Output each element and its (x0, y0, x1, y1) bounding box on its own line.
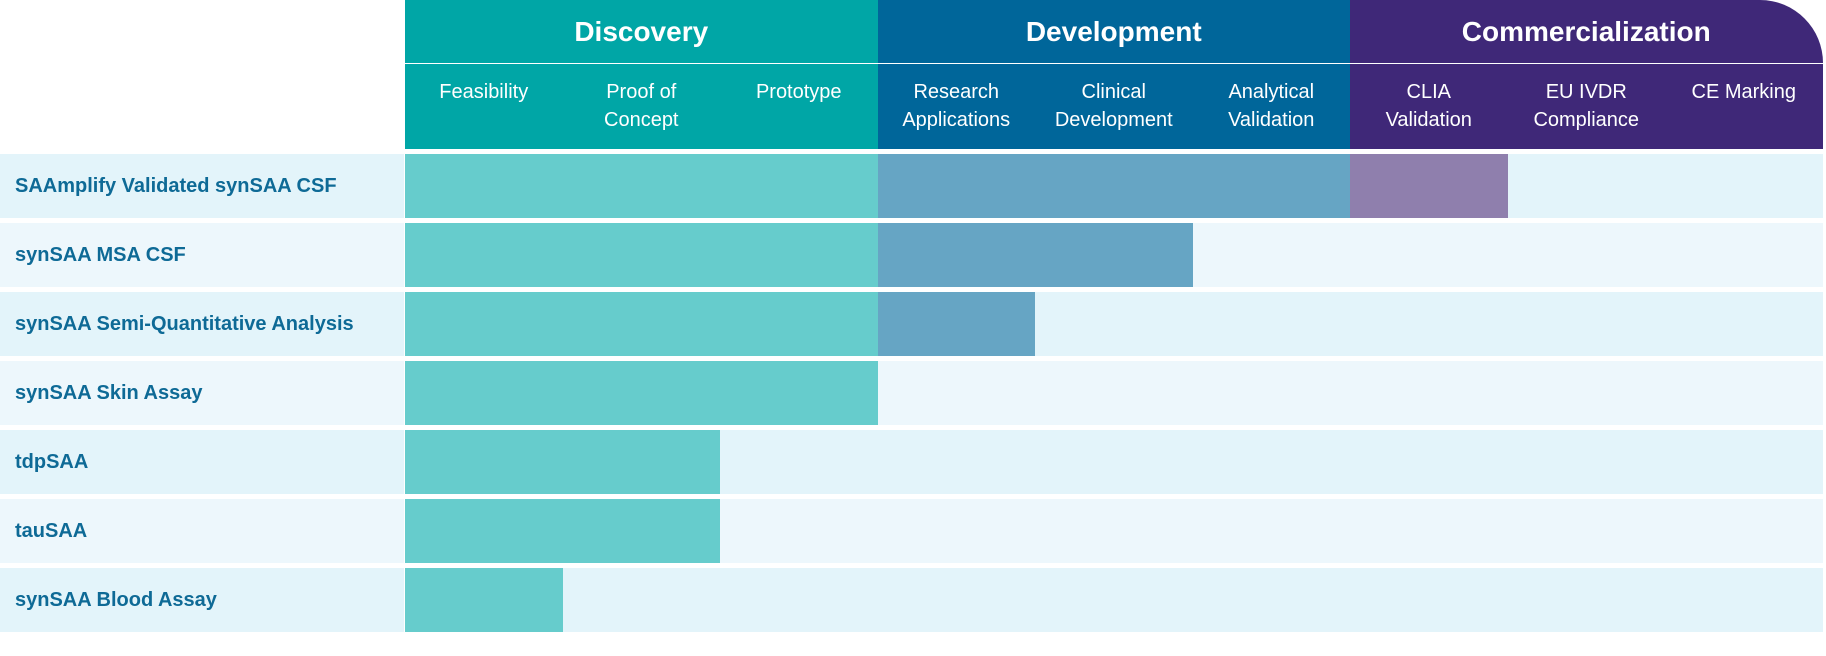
stage-header-analytical-validation: Analytical Validation (1228, 81, 1315, 131)
phase-background-commercialization (1350, 64, 1823, 149)
program-label: tauSAA (15, 520, 88, 542)
program-label: tdpSAA (15, 451, 89, 473)
stage-header-research-applications: Research Applications (902, 81, 1011, 131)
stage-header-feasibility: Feasibility (439, 81, 529, 103)
program-label: synSAA Skin Assay (15, 382, 203, 404)
progress-bar-discovery (405, 499, 720, 563)
progress-bar-discovery (405, 568, 563, 632)
stage-header-ce-marking: CE Marking (1691, 81, 1796, 103)
row-track (405, 568, 1823, 632)
stage-header-clinical-development: Clinical Development (1054, 81, 1173, 131)
program-label: synSAA MSA CSF (15, 244, 186, 266)
row-label-background (0, 292, 404, 356)
phase-background-discovery (405, 64, 878, 149)
phase-background-development (877, 64, 1350, 149)
program-label: SAAmplify Validated synSAA CSF (15, 175, 337, 197)
progress-bar-discovery (405, 361, 878, 425)
progress-bar-discovery (405, 292, 878, 356)
stage-header-proof-of-concept: Proof of Concept (604, 81, 679, 131)
row-label-background (0, 223, 404, 287)
row-label-background (0, 568, 404, 632)
phase-divider (877, 63, 1350, 64)
phase-header-discovery: Discovery (405, 0, 878, 63)
progress-bar-discovery (405, 223, 878, 287)
progress-bar-development (877, 223, 1193, 287)
progress-bar-commercialization (1350, 154, 1508, 218)
program-label: synSAA Semi-Quantitative Analysis (15, 313, 354, 335)
stage-header-clia-validation: CLIA Validation (1385, 81, 1472, 131)
progress-bar-discovery (405, 154, 878, 218)
row-label-background (0, 154, 404, 218)
progress-bar-discovery (405, 430, 720, 494)
row-label-background (0, 430, 404, 494)
progress-bar-development (877, 292, 1035, 356)
stage-header-prototype: Prototype (755, 81, 842, 103)
phase-divider (405, 63, 878, 64)
row-label-background (0, 499, 404, 563)
row-label-background (0, 361, 404, 425)
phase-divider (1350, 63, 1823, 64)
phase-header-development: Development (877, 0, 1350, 63)
program-label: synSAA Blood Assay (15, 589, 217, 611)
phase-header-commercialization: Commercialization (1350, 0, 1823, 63)
progress-bar-development (877, 154, 1350, 218)
stage-header-eu-ivdr-compliance: EU IVDR Compliance (1533, 81, 1640, 131)
